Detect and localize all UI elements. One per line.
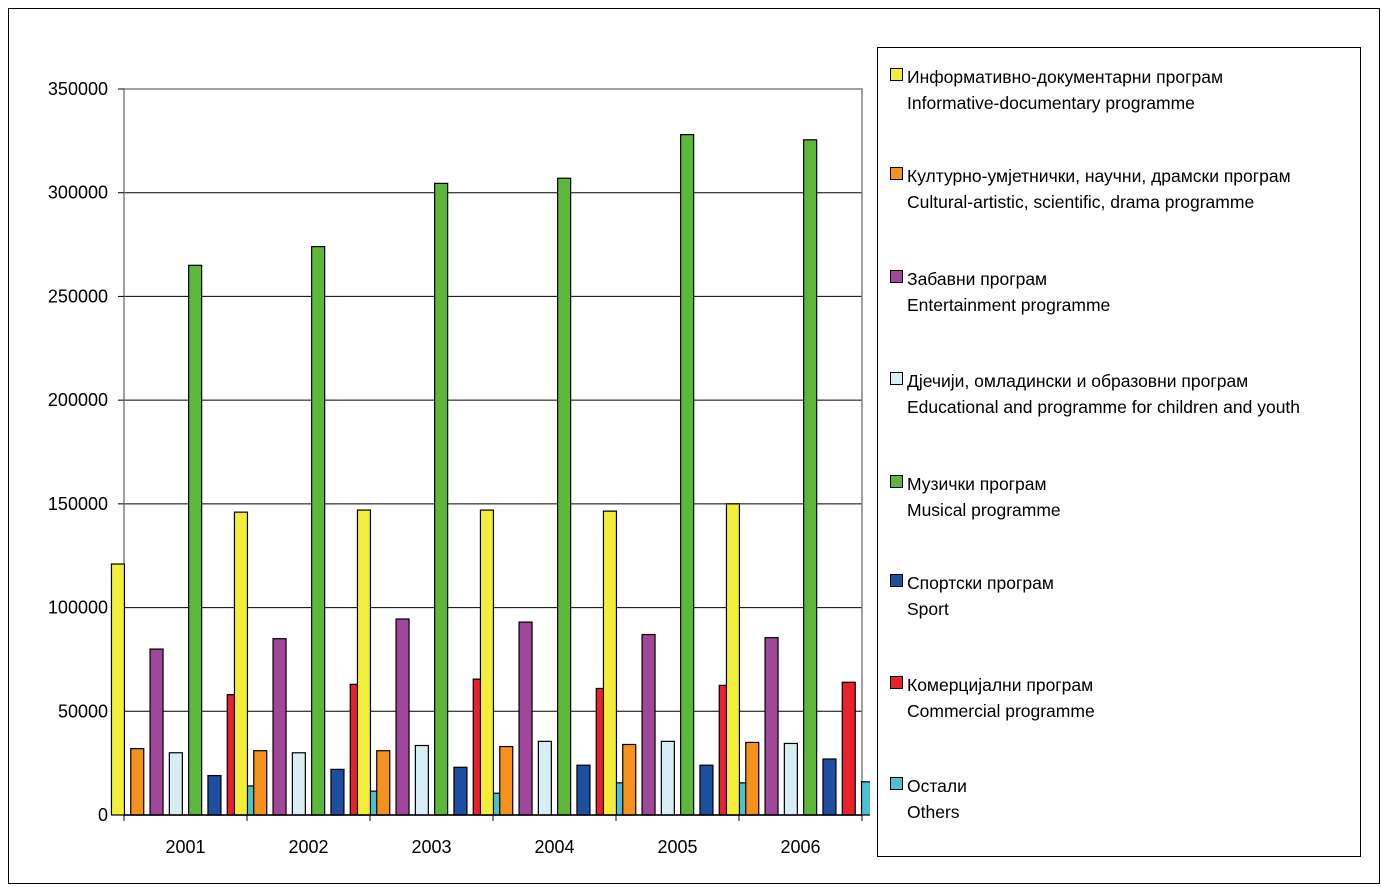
y-tick-label: 0 [98,805,108,825]
bar [860,781,870,816]
bar [330,768,345,816]
bar [499,745,514,816]
legend-swatch [890,676,903,689]
bar [783,742,798,816]
bar [841,681,856,816]
legend-label: Спортски програм [907,573,1054,593]
bar [130,748,145,816]
legend-label-en: Sport [907,599,949,619]
bar-chart: 0 50000 100000 150000 200000 250000 300000 3500… [48,79,870,857]
bar [149,648,164,816]
legend-label: Забавни програм [907,269,1048,289]
legend-label-en: Others [907,802,960,822]
legend-label: Комерцијални програм [907,675,1094,695]
legend-swatch [890,475,903,488]
legend-swatch [890,777,903,790]
bar [434,182,449,816]
legend-label: Дјечији, омладински и образовни програм [907,371,1249,391]
bar [233,511,249,816]
bar [168,752,183,816]
y-tick-label: 200000 [48,390,108,410]
legend-swatch [890,372,903,385]
bar [291,752,306,816]
y-tick-label: 50000 [58,701,108,721]
legend-label-en: Educational and programme for children a… [907,397,1301,417]
y-tick-label: 100000 [48,598,108,618]
legend-label: Музички програм [907,474,1047,494]
bar [253,750,268,816]
bar [414,744,429,816]
x-tick-label: 2003 [411,837,451,857]
y-tick-label: 250000 [48,286,108,306]
y-tick-label: 350000 [48,79,108,99]
bar [602,510,618,816]
bars [110,134,870,816]
y-tick-label: 150000 [48,494,108,514]
bar [479,509,495,816]
x-tick-label: 2004 [534,837,574,857]
legend-swatch [890,167,903,180]
bar [641,633,656,816]
bar [680,134,695,816]
x-tick-label: 2002 [288,837,328,857]
bar [207,774,222,816]
legend-swatch [890,574,903,587]
legend-label-en: Cultural-artistic, scientific, drama pro… [907,192,1255,212]
bar [803,139,818,816]
bar [453,766,468,816]
legend-label-en: Commercial programme [907,701,1095,721]
bar [557,177,572,816]
bar [576,764,591,816]
bar [764,637,779,816]
legend-label: Културно-умјетнички, научни, драмски про… [907,166,1291,186]
legend-label-en: Entertainment programme [907,295,1111,315]
legend-label-en: Informative-documentary programme [907,93,1195,113]
bar [395,618,410,816]
bar [660,740,675,816]
legend: Информативно-документарни програм Informa… [877,47,1361,857]
bar [725,503,741,816]
x-axis: 2001 2002 2003 2004 2005 2006 [123,814,863,857]
bar [745,741,760,816]
bar [537,740,552,816]
bar [356,509,372,816]
legend-label-en: Musical programme [907,500,1061,520]
bar [622,743,637,816]
bar [110,563,126,816]
bar [518,621,533,816]
bar [822,758,837,816]
x-tick-label: 2005 [657,837,697,857]
bar [376,750,391,816]
bar [699,764,714,816]
legend-label: Остали [907,776,967,796]
y-tick-label: 300000 [48,183,108,203]
bar [311,246,326,816]
x-tick-label: 2006 [780,837,820,857]
y-axis-ticks: 0 50000 100000 150000 200000 250000 300000 3500… [48,79,124,825]
x-tick-label: 2001 [165,837,205,857]
bar [188,264,203,816]
legend-label: Информативно-документарни програм [907,67,1223,87]
bar [272,638,287,816]
legend-swatch [890,68,903,81]
legend-swatch [890,270,903,283]
